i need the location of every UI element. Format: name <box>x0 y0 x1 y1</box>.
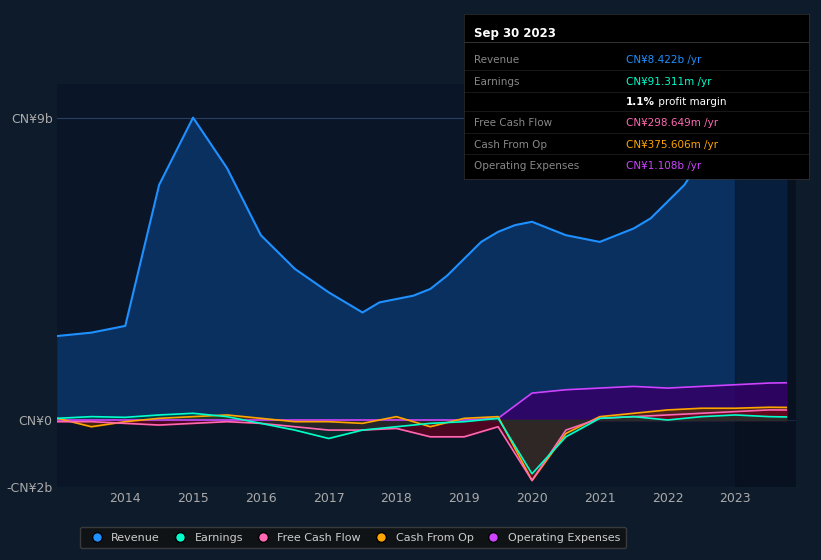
Text: profit margin: profit margin <box>655 96 727 106</box>
Text: Sep 30 2023: Sep 30 2023 <box>475 27 556 40</box>
Text: CN¥375.606m /yr: CN¥375.606m /yr <box>626 139 718 150</box>
Bar <box>736 84 796 487</box>
Text: Operating Expenses: Operating Expenses <box>475 161 580 171</box>
Text: 1.1%: 1.1% <box>626 96 655 106</box>
Text: Free Cash Flow: Free Cash Flow <box>475 118 553 128</box>
Text: Cash From Op: Cash From Op <box>475 139 548 150</box>
Text: CN¥91.311m /yr: CN¥91.311m /yr <box>626 77 712 87</box>
Text: Earnings: Earnings <box>475 77 520 87</box>
Text: Revenue: Revenue <box>475 55 520 66</box>
Text: CN¥8.422b /yr: CN¥8.422b /yr <box>626 55 701 66</box>
Text: CN¥1.108b /yr: CN¥1.108b /yr <box>626 161 701 171</box>
Legend: Revenue, Earnings, Free Cash Flow, Cash From Op, Operating Expenses: Revenue, Earnings, Free Cash Flow, Cash … <box>80 527 626 548</box>
Text: CN¥298.649m /yr: CN¥298.649m /yr <box>626 118 718 128</box>
